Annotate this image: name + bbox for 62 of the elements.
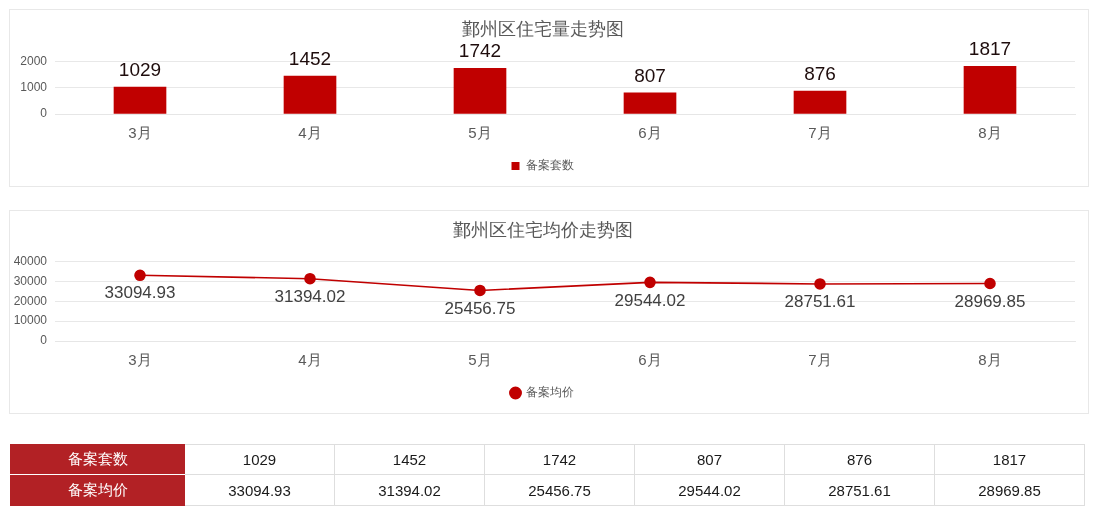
data-label: 28969.85: [954, 291, 1026, 311]
chart-title: 鄞州区住宅均价走势图: [452, 219, 633, 240]
category-label: 备案均价: [67, 481, 128, 498]
x-tick-label: 4月: [298, 351, 322, 369]
x-tick-label: 8月: [978, 351, 1002, 369]
x-tick-label: 3月: [128, 124, 152, 142]
data-label: 876: [804, 62, 836, 84]
text: 25456.75: [528, 481, 591, 499]
data-label: 807: [634, 64, 666, 86]
bar: [793, 90, 847, 114]
x-tick-label: 7月: [808, 351, 832, 369]
point: [304, 272, 316, 285]
x-tick-label: 6月: [638, 124, 662, 142]
point: [814, 278, 826, 290]
y-tick-label: 0: [40, 106, 48, 121]
x-tick-label: 6月: [638, 351, 662, 369]
text: 28751.61: [828, 481, 891, 499]
text: 29544.02: [678, 481, 741, 499]
y-tick-label: 0: [40, 333, 48, 348]
text: 807: [696, 451, 723, 468]
y-tick-label: 1000: [20, 80, 48, 95]
y-tick-label: 10000: [13, 313, 48, 328]
y-tick-label: 20000: [13, 293, 48, 308]
data-label: 29544.02: [614, 290, 686, 310]
data-label: 1742: [458, 40, 502, 62]
point: [474, 284, 486, 297]
bar: [283, 75, 337, 114]
chart-title: 鄞州区住宅量走势图: [461, 18, 624, 39]
legend-label: 备案套数: [525, 158, 574, 173]
data-label: 1029: [118, 58, 162, 80]
x-tick-label: 4月: [298, 124, 322, 142]
bar: [963, 66, 1017, 114]
text: 1029: [242, 451, 277, 468]
data-label: 1817: [968, 38, 1012, 60]
x-tick-label: 5月: [468, 124, 492, 142]
text: 1817: [992, 451, 1027, 468]
bar: [453, 68, 507, 114]
x-tick-label: 5月: [468, 351, 492, 369]
text: 876: [846, 451, 873, 468]
bar: [113, 86, 167, 114]
x-tick-label: 8月: [978, 124, 1002, 142]
text: 28969.85: [978, 481, 1041, 499]
data-label: 25456.75: [444, 298, 516, 318]
data-label: 28751.61: [784, 292, 856, 312]
data-label: 33094.93: [104, 283, 176, 303]
text: 33094.93: [228, 481, 291, 499]
legend-label: 备案均价: [525, 385, 574, 400]
text: 31394.02: [378, 481, 441, 499]
point: [984, 277, 996, 290]
x-tick-label: 7月: [808, 124, 832, 142]
text: 1742: [542, 451, 577, 468]
bar: [623, 92, 677, 114]
point: [644, 276, 656, 289]
y-tick-label: 30000: [13, 273, 48, 288]
category-label: 备案套数: [67, 449, 128, 467]
x-tick-label: 3月: [128, 351, 152, 369]
data-label: 1452: [288, 47, 332, 69]
y-tick-label: 40000: [13, 253, 48, 268]
y-tick-label: 2000: [20, 53, 48, 68]
data-label: 31394.02: [274, 286, 346, 306]
point: [134, 269, 146, 282]
text: 1452: [392, 451, 427, 468]
